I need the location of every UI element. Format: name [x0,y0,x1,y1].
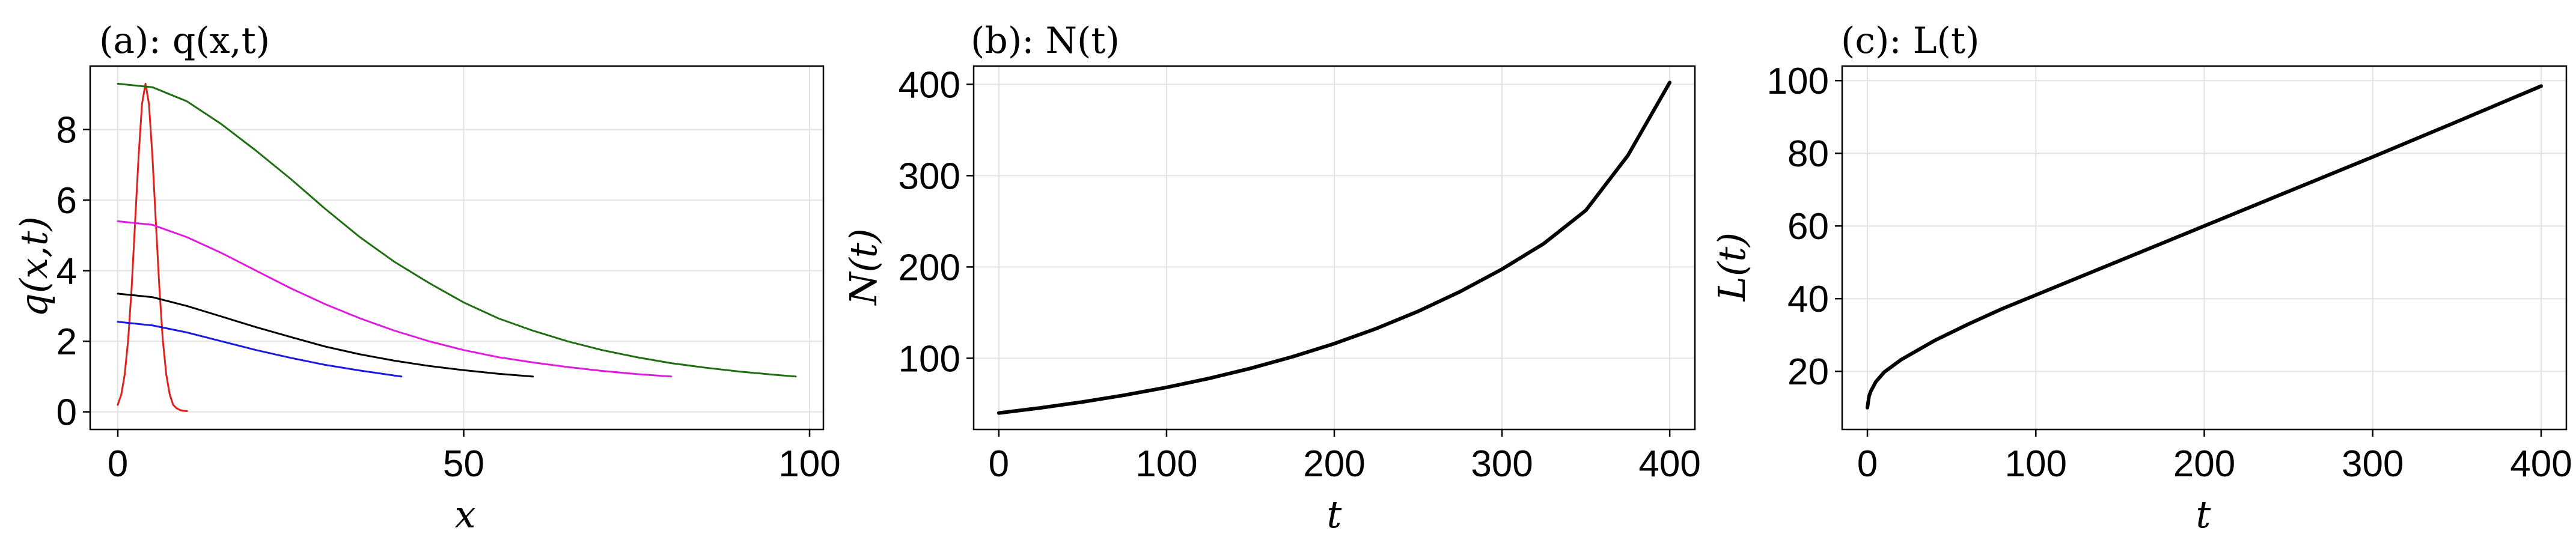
panel-a-x-tick-label: 0 [108,443,128,485]
panel-b-x-tick-label: 400 [1638,443,1700,485]
panel-c-x-tick-label: 300 [2342,443,2404,485]
panel-a-ylabel: q(x,t) [12,216,56,317]
panel-a-series-line-4 [117,293,534,378]
panel-b-x-tick-label: 300 [1471,443,1533,485]
panel-c-series-line-1 [1866,84,2543,410]
panel-c-ylabel: L(t) [1710,232,1754,302]
panel-b-series-line-1 [997,80,1672,415]
panel-c-x-tick-label: 400 [2510,443,2572,485]
panel-b-y-tick-label: 400 [899,64,960,106]
panel-c-title: (c): L(t) [1841,20,1979,62]
panel-b-title: (b): N(t) [971,20,1120,62]
panel-a-series-line-1 [117,82,188,412]
panel-a-series-line-2 [117,82,797,378]
panel-b-x-tick-label: 0 [989,443,1009,485]
panel-a-series-line-5 [117,321,403,378]
panel-a-y-tick-label: 6 [56,180,77,222]
panel-a-xlabel: x [455,493,476,536]
panel-b-x-tick-label: 200 [1303,443,1365,485]
panel-b: (b): N(t) t N(t) 0 100 200 300 400 100 200 300 4… [841,20,1701,536]
panel-c-y-tick-label: 100 [1767,61,1829,102]
panel-c-x-tick-label: 0 [1857,443,1878,485]
panel-a-series-line-3 [117,220,673,378]
panel-a-y-tick-label: 2 [56,321,77,363]
panel-a-plot-frame [89,65,825,431]
panel-a-title: (a): q(x,t) [99,20,270,62]
panel-b-y-tick-label: 300 [899,156,960,197]
panel-b-y-tick-label: 200 [899,247,960,288]
panel-c-x-tick-label: 200 [2173,443,2235,485]
panel-c-y-tick-label: 60 [1787,206,1829,247]
panel-a: (a): q(x,t) x q(x,t) 0 50 100 0 2 4 6 8 [12,20,841,536]
panel-b-ylabel: N(t) [841,228,885,306]
panel-b-x-tick-label: 100 [1135,443,1197,485]
panel-a-y-tick-label: 0 [56,392,77,434]
panel-a-x-tick-label: 50 [443,443,484,485]
panel-c-x-tick-label: 100 [2005,443,2067,485]
panel-a-x-tick-label: 100 [778,443,840,485]
panel-a-y-tick-label: 4 [56,251,77,293]
panel-c-y-tick-label: 20 [1787,351,1829,393]
panel-c-y-tick-label: 80 [1787,133,1829,175]
panel-b-xlabel: t [1327,493,1342,536]
panel-c-xlabel: t [2196,493,2211,536]
panel-c-y-tick-label: 40 [1787,279,1829,320]
panel-c: (c): L(t) t L(t) 0 100 200 300 400 20 40 60 80 10… [1710,20,2572,536]
panel-a-y-tick-label: 8 [56,110,77,151]
panel-b-y-tick-label: 100 [899,338,960,380]
